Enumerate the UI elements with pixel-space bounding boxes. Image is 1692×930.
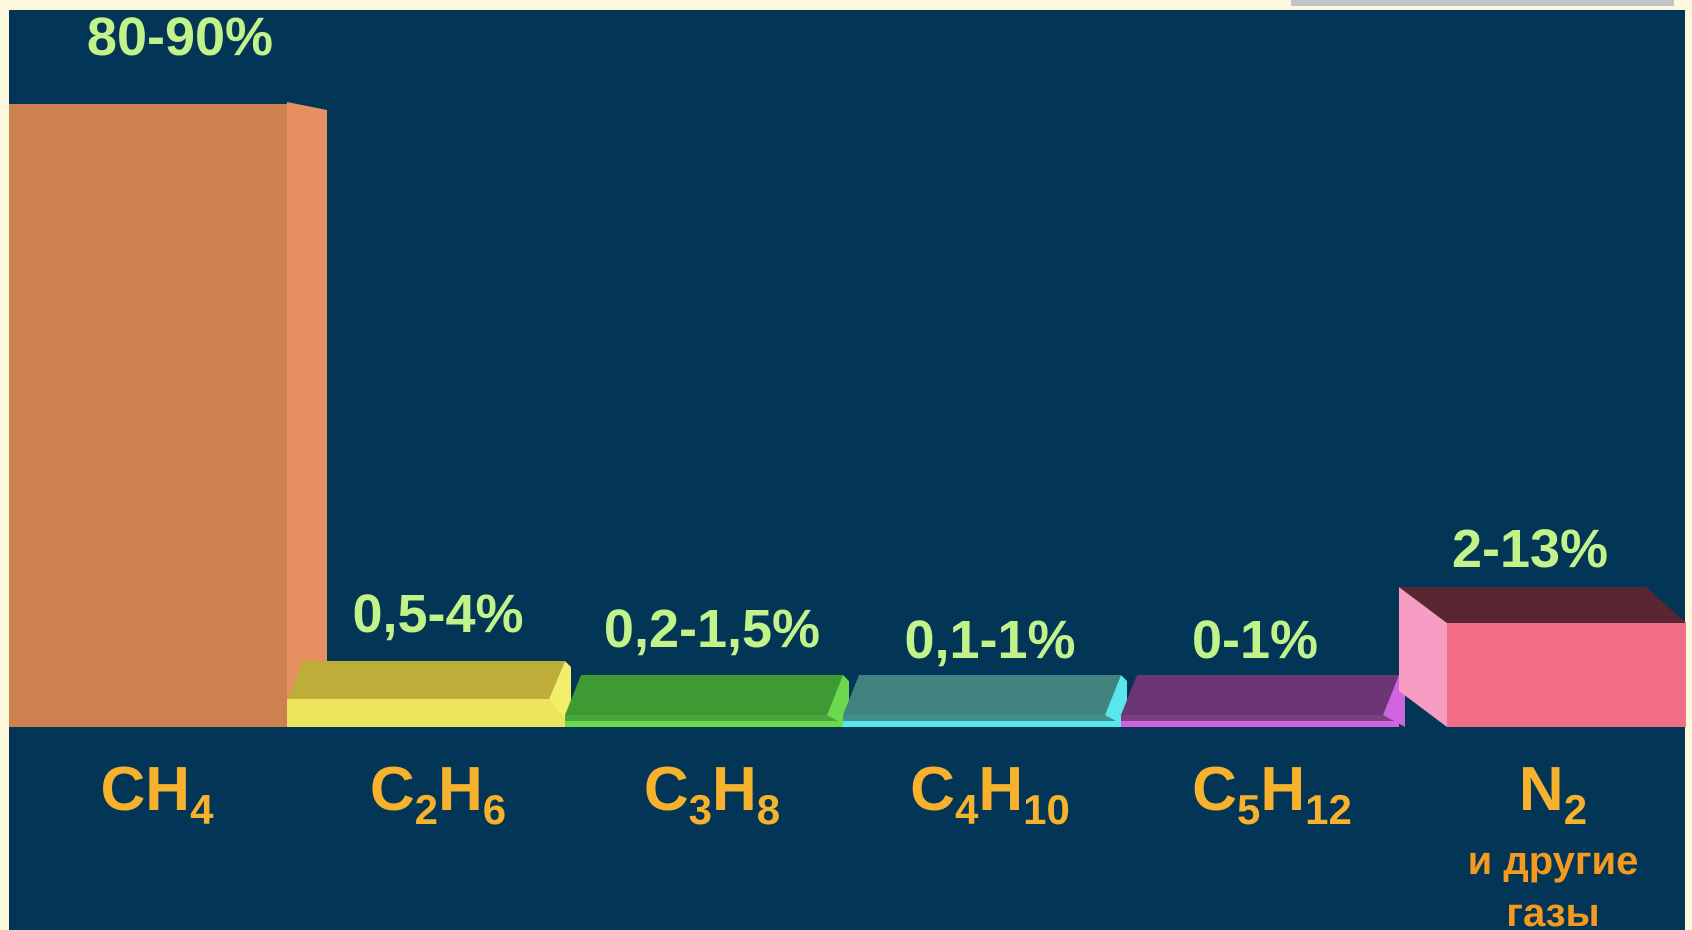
value-label-2: 0,2-1,5% (604, 599, 820, 659)
category-label-3: C4H10 (910, 755, 1070, 833)
category-label-5: N2 (1519, 755, 1587, 833)
bar-front-n2 (1447, 623, 1686, 727)
category-label-4: C5H12 (1192, 755, 1352, 833)
bar-top-3 (843, 675, 1121, 715)
value-label-0: 80-90% (87, 7, 273, 67)
bar-top-n2 (1399, 587, 1686, 623)
value-label-1: 0,5-4% (352, 584, 523, 644)
bar-top-1 (287, 661, 565, 699)
bar-edge-2 (565, 721, 843, 727)
category-label-1: C2H6 (370, 755, 506, 833)
value-label-3: 0,1-1% (904, 610, 1075, 670)
bar-edge-3 (843, 721, 1121, 727)
value-label-4: 0-1% (1192, 610, 1318, 670)
bar-edge-4 (1121, 721, 1399, 727)
category-label-2: C3H8 (644, 755, 780, 833)
category-note-1: газы (1506, 891, 1599, 930)
value-label-5: 2-13% (1452, 519, 1608, 579)
category-label-0: CH4 (101, 755, 215, 833)
bar-top-2 (565, 675, 843, 715)
bar-front-ch4 (9, 104, 287, 727)
category-note-0: и другие (1468, 839, 1639, 883)
bar-side-ch4 (287, 102, 327, 727)
bar-top-4 (1121, 675, 1399, 715)
bar-front-1 (287, 699, 565, 727)
